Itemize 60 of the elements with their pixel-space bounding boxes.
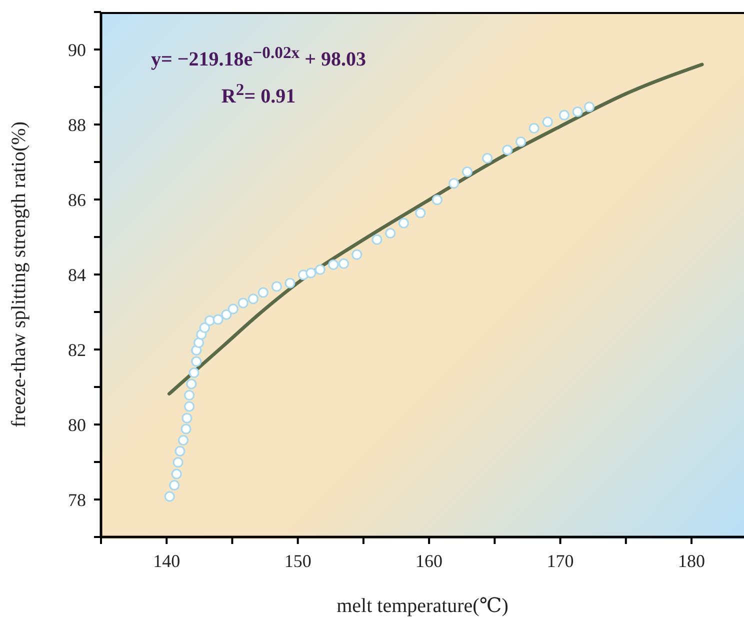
y-tick-label: 82: [68, 340, 86, 360]
point: [528, 122, 540, 134]
point: [372, 234, 382, 245]
x-tick-label: 160: [416, 550, 443, 571]
point: [448, 178, 460, 189]
point: [193, 337, 204, 348]
point: [174, 446, 186, 456]
x-tick-label: 150: [284, 550, 312, 571]
y-axis-title: freeze-thaw splitting strength ratio(%): [8, 122, 30, 428]
point: [221, 309, 232, 320]
x-axis-title: melt temperature(℃): [336, 595, 508, 617]
point: [228, 304, 238, 314]
point: [385, 228, 396, 239]
point: [482, 152, 493, 164]
point: [352, 249, 362, 260]
point: [169, 480, 180, 491]
point: [184, 401, 195, 412]
x-tick-label: 180: [678, 550, 706, 571]
point: [338, 258, 350, 269]
point: [415, 208, 426, 218]
y-tick-label: 80: [68, 414, 86, 435]
y-tick-label: 86: [68, 190, 86, 210]
x-tick-label: 140: [153, 550, 180, 571]
point: [542, 116, 553, 128]
point: [328, 259, 339, 270]
point: [164, 491, 175, 502]
point: [462, 166, 473, 178]
point: [558, 110, 570, 120]
point: [572, 106, 583, 118]
point: [171, 468, 182, 480]
point: [178, 434, 189, 446]
annotation: R$^{2}$= 0.91: [220, 78, 297, 110]
point: [172, 457, 184, 468]
point: [180, 424, 192, 434]
point: [306, 268, 316, 278]
point: [258, 287, 268, 298]
point: [248, 294, 259, 304]
point: [188, 367, 200, 378]
annotation: y= −219.18e$^{−0.02x}$ + 98.03: [151, 42, 366, 73]
point: [502, 144, 513, 156]
point: [204, 315, 216, 326]
x-tick-label: 170: [546, 550, 574, 571]
point: [238, 298, 248, 308]
point: [184, 390, 195, 401]
y-tick-label: 90: [68, 40, 86, 60]
point: [199, 322, 210, 334]
point: [284, 278, 296, 288]
point: [191, 356, 202, 367]
point: [314, 264, 326, 275]
y-tick-label: 78: [68, 490, 86, 510]
point: [515, 136, 526, 148]
point: [584, 102, 595, 112]
point: [212, 314, 224, 325]
point: [186, 378, 197, 390]
point: [182, 412, 192, 424]
point: [271, 281, 282, 292]
y-tick-label: 84: [68, 264, 86, 285]
point: [432, 194, 442, 206]
y-tick-label: 88: [68, 114, 86, 135]
point: [398, 218, 410, 228]
